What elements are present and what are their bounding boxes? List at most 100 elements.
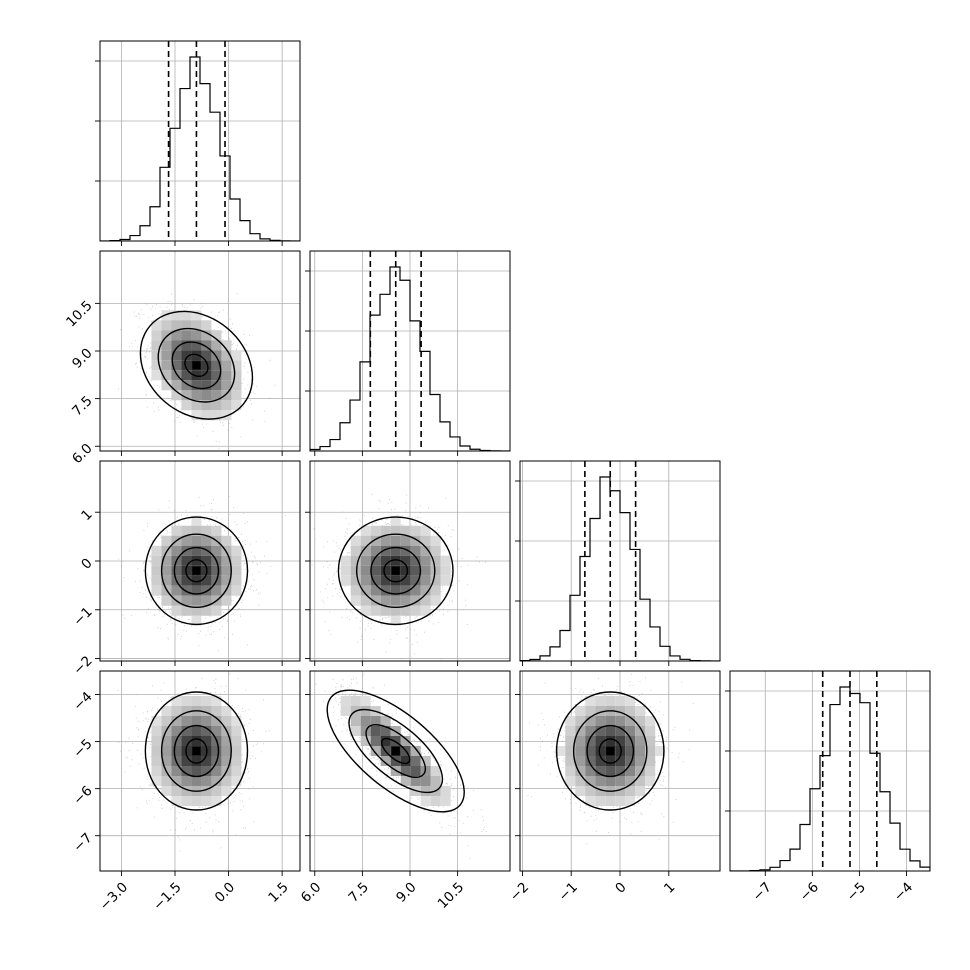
density-cell — [201, 605, 212, 616]
density-cell — [201, 360, 212, 371]
y-tick-label: −6 — [70, 783, 95, 808]
density-cell — [380, 565, 391, 576]
x-tick-label: 0 — [612, 879, 629, 896]
density-cell — [211, 370, 222, 381]
density-cell — [585, 706, 596, 716]
density-cell — [201, 320, 212, 331]
density-cell — [161, 595, 172, 606]
density-cell — [181, 555, 192, 566]
panel-1-0: 6.0 7.5 9.0 10.5 — [63, 250, 301, 467]
panel-content — [310, 251, 510, 451]
density-cell — [380, 756, 391, 766]
density-cell — [380, 605, 391, 616]
density-cell — [221, 340, 232, 351]
density-cell — [171, 706, 182, 716]
density-cell — [221, 350, 232, 361]
density-cell — [171, 380, 182, 391]
density-cell — [565, 736, 576, 746]
density-cell — [575, 756, 586, 766]
density-cell — [410, 535, 421, 546]
y-tick-label: 10.5 — [63, 298, 96, 331]
density-cell — [171, 605, 182, 616]
density-cell — [201, 756, 212, 766]
density-cell — [221, 565, 232, 576]
density-cell — [181, 716, 192, 726]
density-cell — [161, 736, 172, 746]
density-cell — [615, 706, 626, 716]
density-cell — [161, 746, 172, 756]
panel-frame — [729, 670, 931, 872]
density-cell — [575, 726, 586, 736]
density-cell — [360, 736, 371, 746]
density-cell — [440, 796, 451, 806]
density-cell — [211, 796, 222, 806]
density-cell — [635, 766, 646, 776]
density-cell — [181, 736, 192, 746]
density-cell — [585, 796, 596, 806]
density-cell — [655, 746, 666, 756]
density-cell — [211, 545, 222, 556]
density-cell — [201, 555, 212, 566]
density-cell — [625, 736, 636, 746]
density-cell — [181, 525, 192, 536]
contour — [157, 327, 236, 403]
density-cell — [161, 370, 172, 381]
density-cell — [615, 746, 626, 756]
density-cell — [615, 736, 626, 746]
density-cell — [625, 716, 636, 726]
density-cell — [410, 575, 421, 586]
density-cell — [400, 555, 411, 566]
panel-2-1 — [305, 460, 511, 666]
density-cell — [201, 736, 212, 746]
density-cell — [181, 360, 192, 371]
density-cell — [231, 746, 242, 756]
density-cell — [625, 776, 636, 786]
density-cell — [410, 756, 421, 766]
density-cell — [420, 555, 431, 566]
contour — [173, 546, 220, 595]
density-cell — [615, 766, 626, 776]
density-cell — [191, 310, 202, 321]
density-cell — [625, 696, 636, 706]
density-cell — [370, 746, 381, 756]
density-cell — [191, 605, 202, 616]
density-cell — [635, 756, 646, 766]
density-cell — [440, 575, 451, 586]
density-cell — [370, 545, 381, 556]
density-cell — [151, 360, 162, 371]
density-cell — [370, 565, 381, 576]
density-cell — [410, 766, 421, 776]
density-cell — [221, 575, 232, 586]
density-cell — [191, 330, 202, 341]
contour — [144, 516, 249, 626]
density-cell — [171, 390, 182, 401]
density-cell — [380, 535, 391, 546]
density-cell — [201, 350, 212, 361]
density-cell — [151, 585, 162, 596]
density-cell — [615, 756, 626, 766]
density-cell — [151, 756, 162, 766]
density-cell — [410, 555, 421, 566]
density-cell — [211, 776, 222, 786]
density-cell — [211, 340, 222, 351]
density-cell — [201, 595, 212, 606]
density-cell — [410, 585, 421, 596]
density-cell — [400, 605, 411, 616]
density-cell — [370, 535, 381, 546]
density-cell — [161, 786, 172, 796]
density-cell — [201, 706, 212, 716]
density-cell — [181, 310, 192, 321]
density-cell — [191, 776, 202, 786]
density-cell — [191, 766, 202, 776]
density-cell — [181, 380, 192, 391]
density-cell — [370, 716, 381, 726]
density-cell — [420, 575, 431, 586]
density-cell — [191, 696, 202, 706]
density-cell — [400, 736, 411, 746]
density-cell — [645, 776, 656, 786]
density-cell — [231, 585, 242, 596]
contour — [555, 691, 665, 811]
density-cell — [221, 400, 232, 411]
density-cell — [430, 555, 441, 566]
